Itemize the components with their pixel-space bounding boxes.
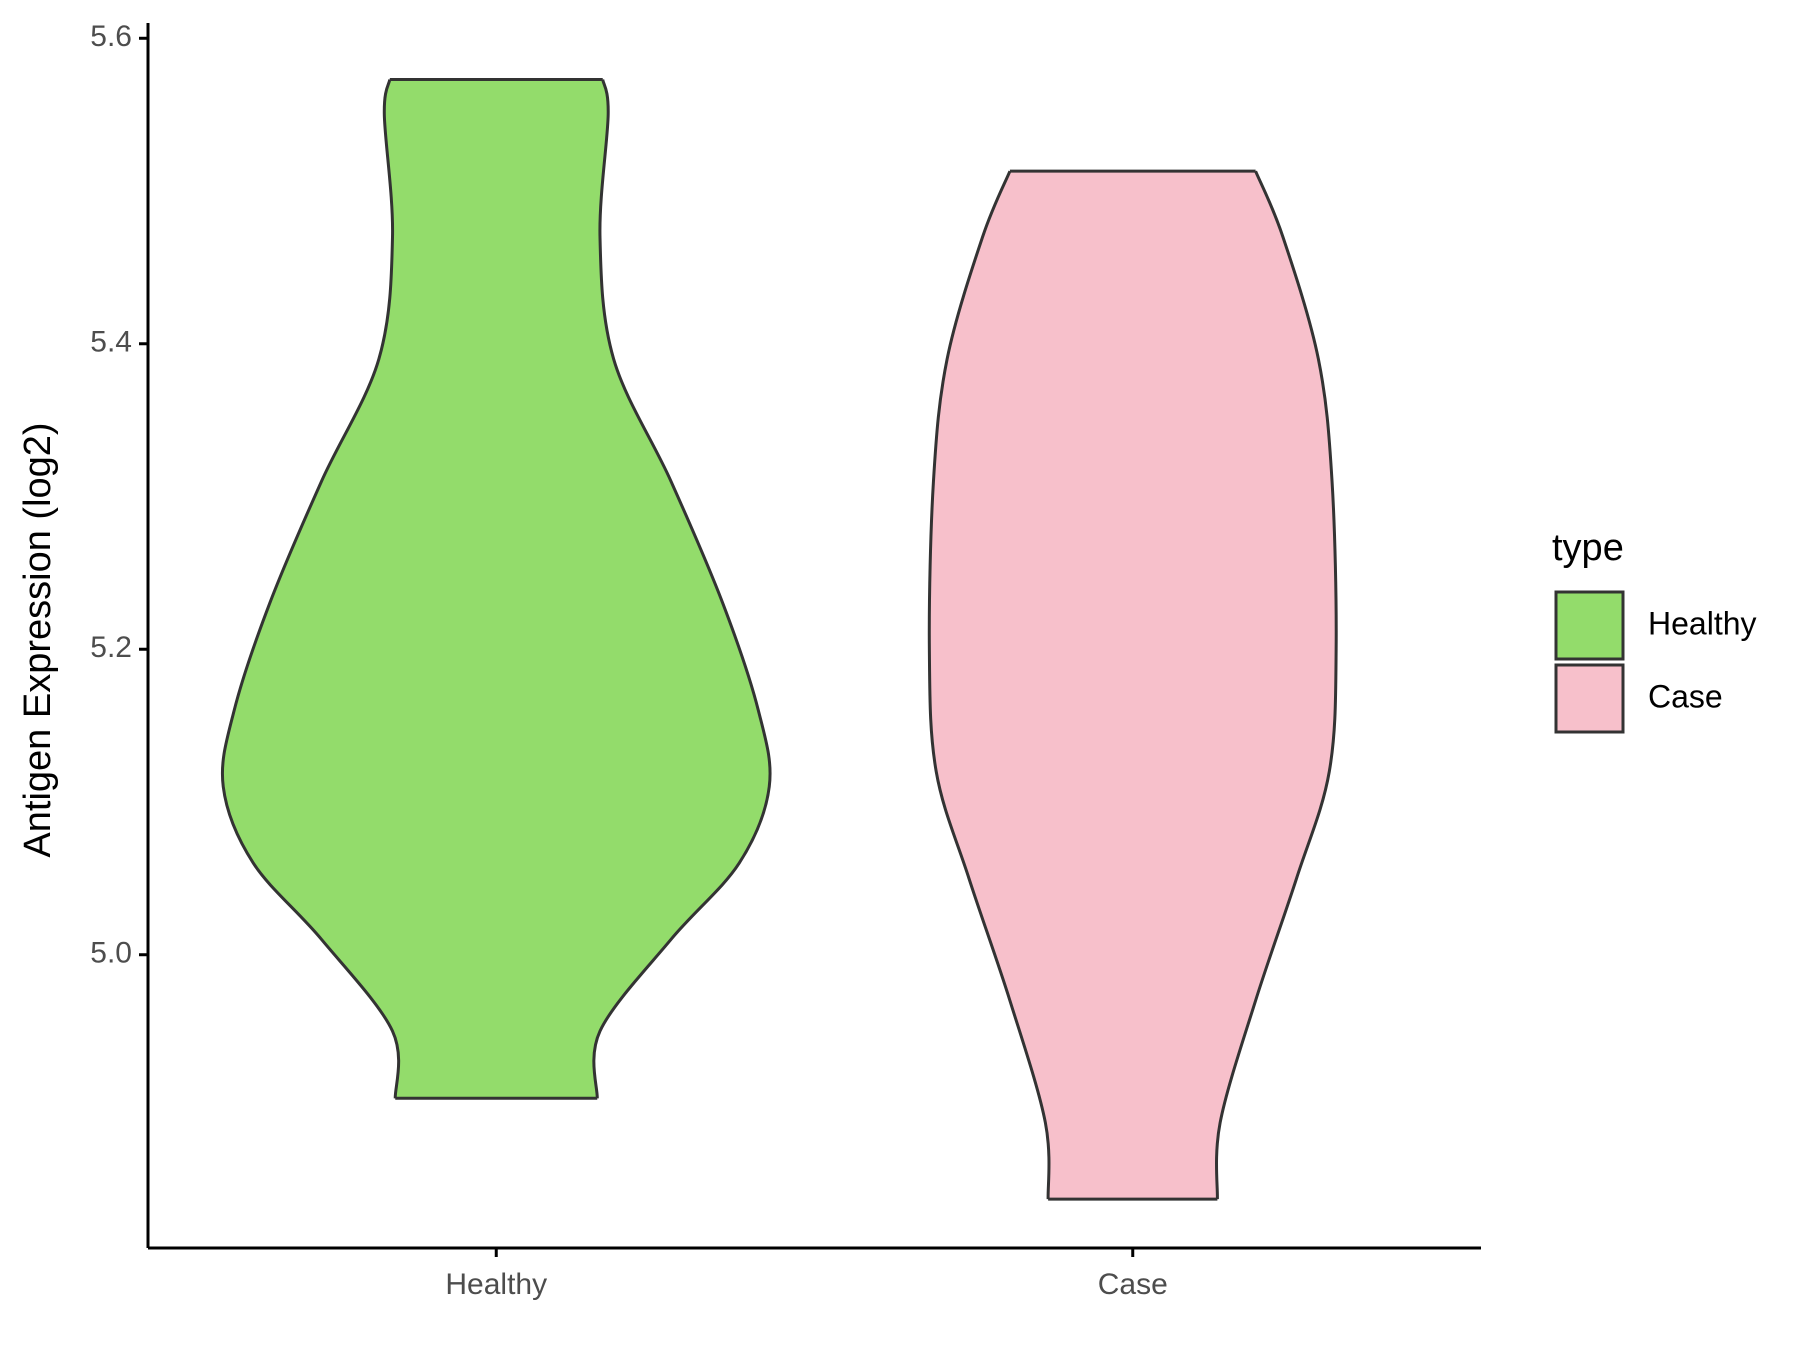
- violin-body: [929, 171, 1337, 1200]
- legend-key: [1554, 590, 1625, 661]
- violin-left-edge: [927, 170, 1051, 1200]
- y-tick-label: 5.0: [90, 937, 132, 970]
- violin-body: [222, 79, 771, 1099]
- legend-title: type: [1552, 527, 1624, 569]
- violin-right-edge: [1214, 170, 1338, 1200]
- violin-right-edge: [592, 79, 772, 1099]
- y-tick-label: 5.2: [90, 631, 132, 664]
- x-tick-label: Healthy: [445, 1268, 547, 1301]
- y-tick-label: 5.4: [90, 326, 132, 359]
- x-tick-label: Case: [1098, 1268, 1168, 1301]
- legend-key: [1554, 663, 1625, 734]
- y-axis-title: Antigen Expression (log2): [17, 422, 59, 857]
- legend-label: Healthy: [1648, 605, 1757, 641]
- legend-label: Case: [1648, 678, 1723, 714]
- y-tick-label: 5.6: [90, 20, 132, 53]
- violin-left-edge: [220, 79, 401, 1099]
